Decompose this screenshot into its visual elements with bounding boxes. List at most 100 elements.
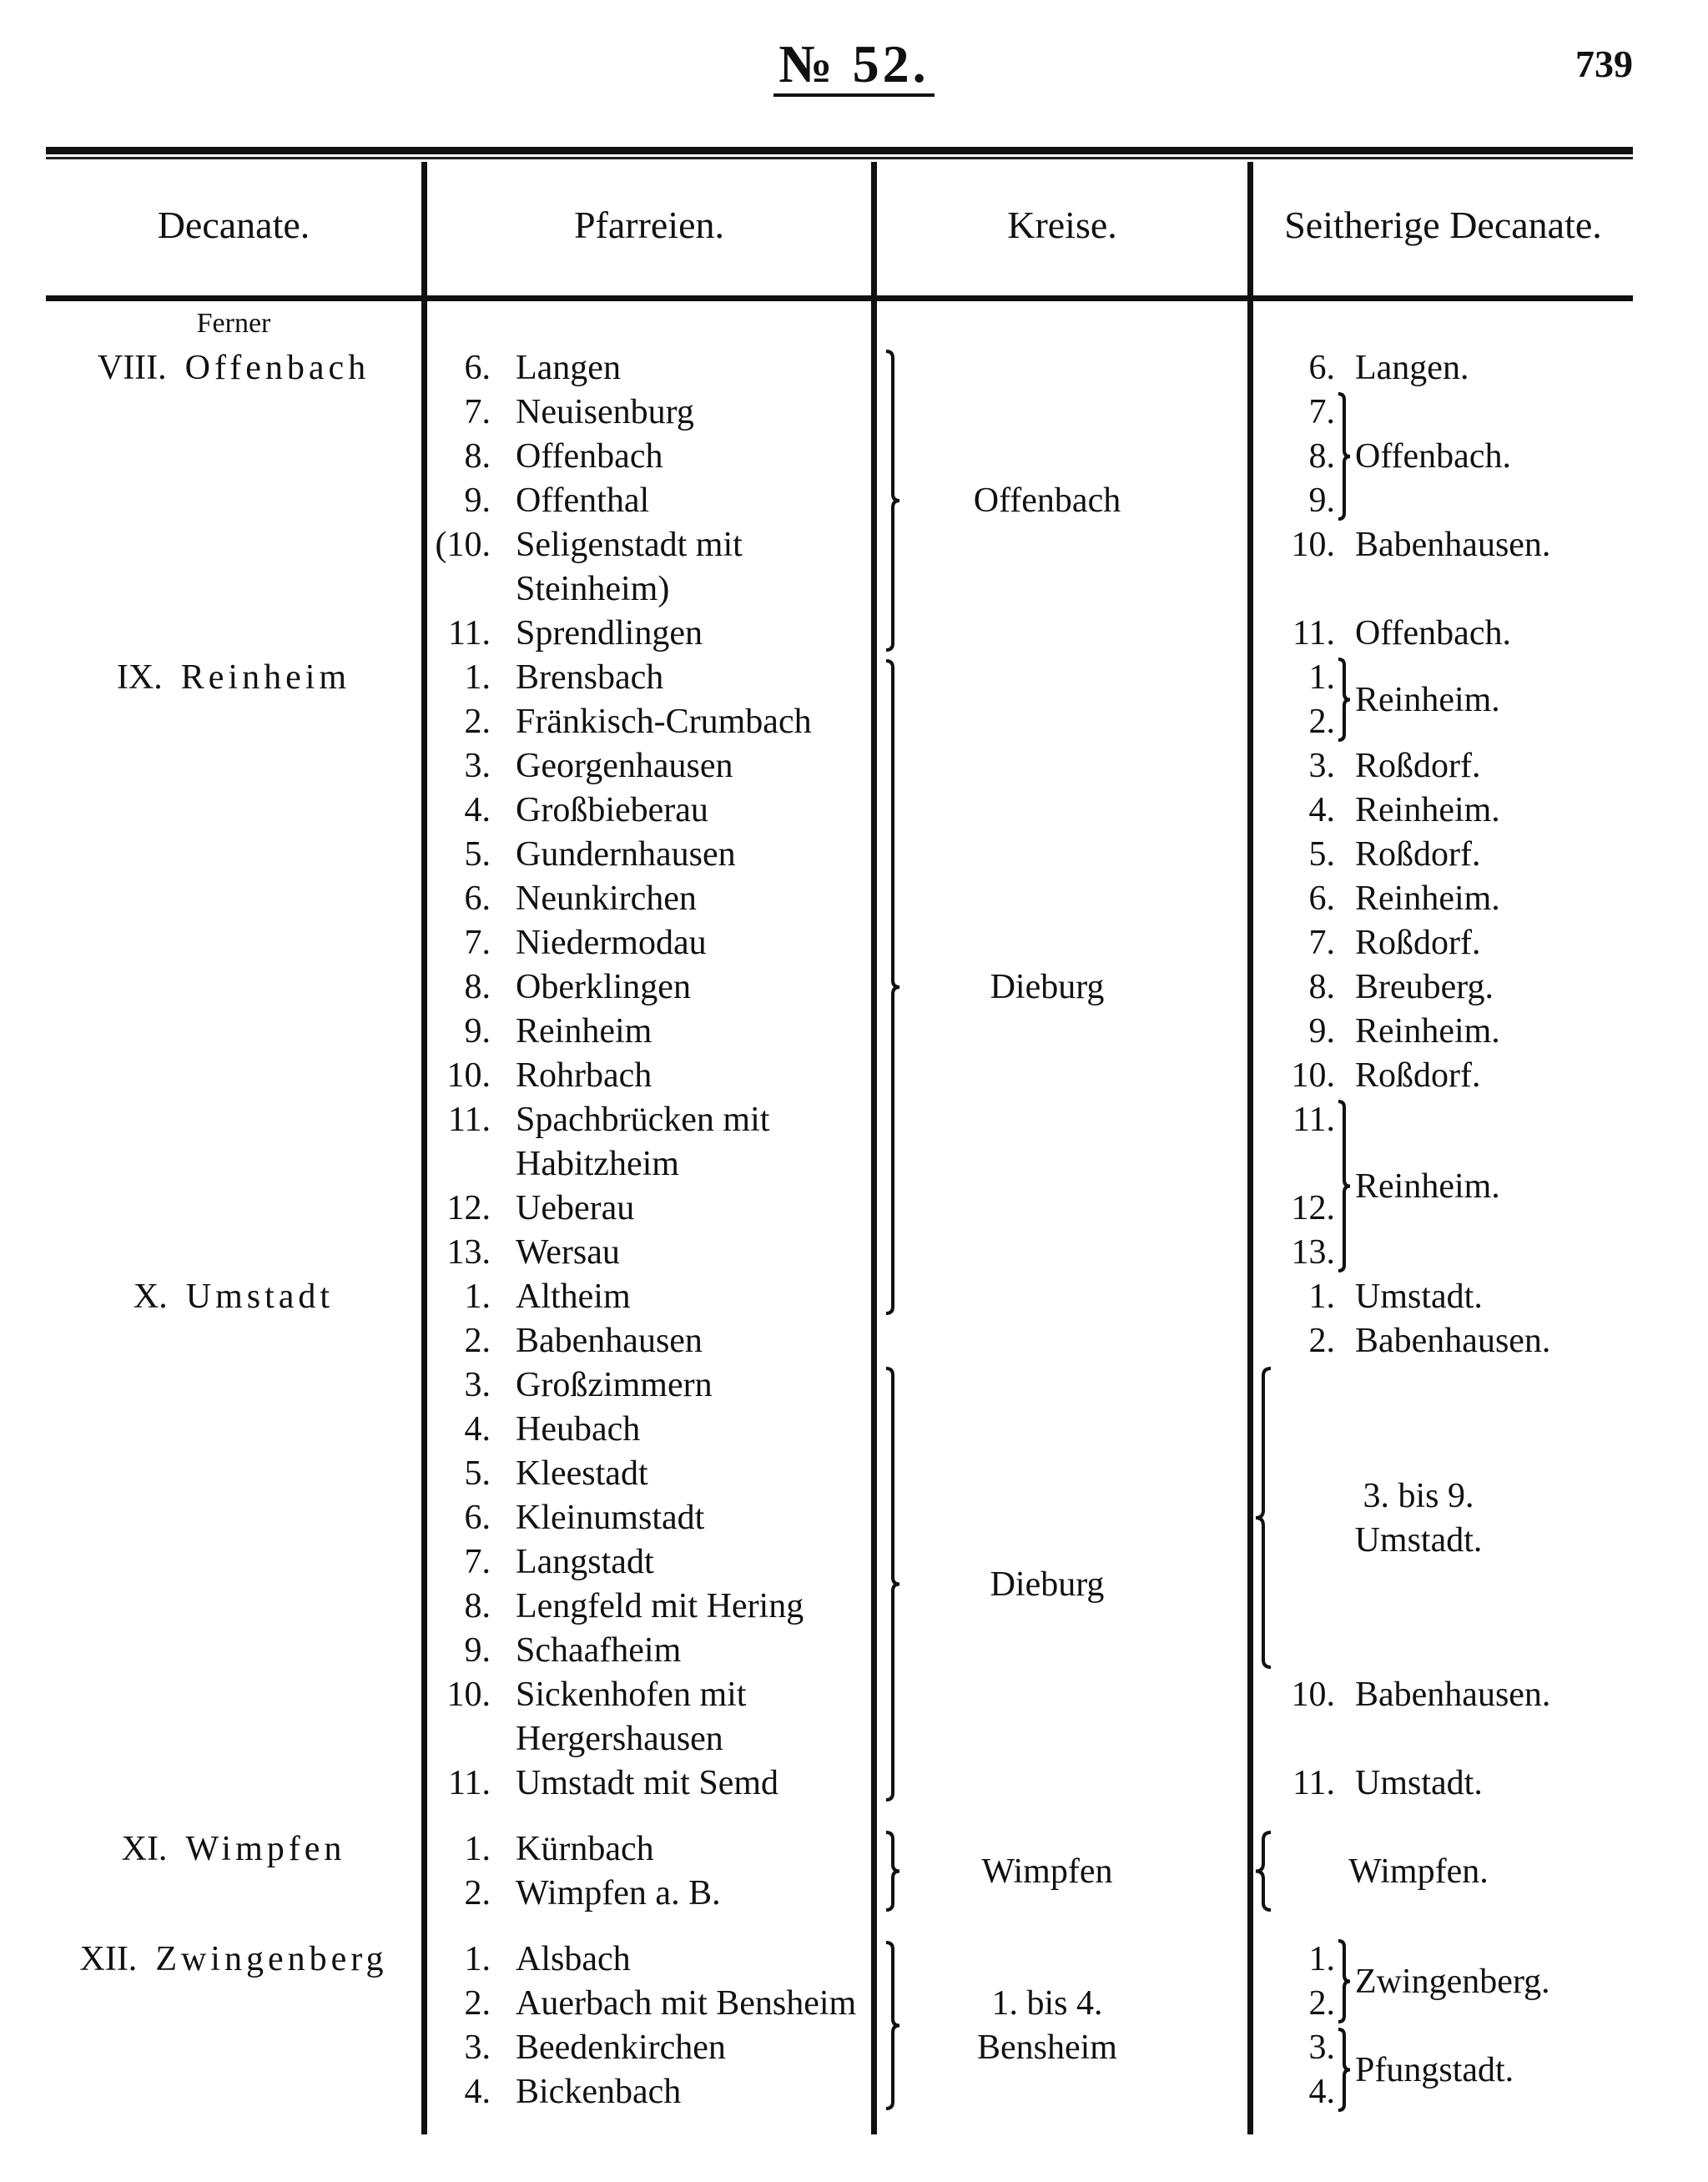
former-decanate: Reinheim. <box>1355 879 1500 918</box>
decanate-label: VIII. Offenbach <box>46 346 421 391</box>
kreis-name: Wimpfen <box>981 1852 1113 1891</box>
decanate-numeral: IX. <box>116 658 163 697</box>
parish-name: Reinheim <box>516 1012 652 1051</box>
column-header-decanate: Decanate. <box>157 204 310 246</box>
parish-name: Beedenkirchen <box>516 2028 726 2067</box>
former-decanate: Pfungstadt. <box>1355 2050 1514 2089</box>
former-number: 3. <box>1308 2028 1336 2067</box>
parish-name: Sprendlingen <box>516 614 703 653</box>
parish-name: Spachbrücken mit <box>516 1101 770 1139</box>
parish-name: Hergershausen <box>516 1720 723 1758</box>
parish-name: Offenbach <box>516 437 663 476</box>
former-decanate: Babenhausen. <box>1355 1322 1551 1360</box>
former-decanate: Roßdorf. <box>1355 747 1481 785</box>
parish-name: Babenhausen <box>516 1322 703 1360</box>
document-number-text: № 52. <box>773 34 935 97</box>
parish-name: Heubach <box>516 1410 641 1449</box>
parish-number: 3. <box>464 2028 491 2067</box>
parish-name: Langen <box>516 349 621 387</box>
former-range-brace <box>1255 1831 1272 1912</box>
former-number: 11. <box>1292 1101 1335 1139</box>
decanate-prefix: Ferner <box>196 308 271 339</box>
parish-name: Neuisenburg <box>516 393 694 431</box>
decanate-name: Reinheim <box>180 658 351 697</box>
former-number: 2. <box>1308 1322 1336 1360</box>
parish-number: 6. <box>464 349 491 387</box>
parish-number: 3. <box>464 747 491 785</box>
parish-number: 6. <box>464 1499 491 1537</box>
column-header-kreise: Kreise. <box>1007 204 1117 246</box>
former-number: 1. <box>1308 1277 1336 1316</box>
parish-name: Kleestadt <box>516 1454 648 1493</box>
former-group-brace <box>1338 1100 1351 1272</box>
parish-name: Langstadt <box>516 1543 654 1581</box>
former-decanate: Wimpfen. <box>1348 1852 1489 1891</box>
parish-name: Neunkirchen <box>516 879 697 918</box>
former-group-brace <box>1338 1939 1351 2023</box>
parish-number: 1. <box>464 1830 491 1868</box>
former-decanate: Zwingenberg. <box>1355 1962 1550 2001</box>
parish-number: 7. <box>464 924 491 962</box>
parish-number: 7. <box>464 1543 491 1581</box>
parish-number: 4. <box>464 791 491 829</box>
former-number: 4. <box>1308 791 1336 829</box>
parish-name: Großzimmern <box>516 1366 713 1404</box>
parish-name: Brensbach <box>516 658 664 697</box>
parish-name: Georgenhausen <box>516 747 733 785</box>
former-group-brace <box>1338 2028 1351 2112</box>
parish-name: Ueberau <box>516 1189 635 1227</box>
former-number: 8. <box>1308 968 1336 1006</box>
decanate-numeral: XII. <box>79 1940 138 1978</box>
parish-number: 11. <box>448 614 491 653</box>
parish-number: 5. <box>464 835 491 874</box>
decanate-numeral: XI. <box>121 1830 168 1868</box>
parish-name: Steinheim) <box>516 570 670 608</box>
former-number: 11. <box>1292 614 1335 653</box>
decanate-label: XI. Wimpfen <box>46 1827 421 1872</box>
column-divider <box>1247 162 1253 2134</box>
decanate-label: X. Umstadt <box>46 1275 421 1319</box>
former-decanate: Reinheim. <box>1355 791 1500 829</box>
kreis-brace <box>885 659 900 1315</box>
kreis-name: Offenbach <box>973 481 1121 520</box>
parish-name: Umstadt mit Semd <box>516 1764 778 1802</box>
decanate-numeral: VIII. <box>97 349 167 387</box>
parish-name: Fränkisch-Crumbach <box>516 703 812 741</box>
parish-number: 11. <box>448 1764 491 1802</box>
parish-number: 9. <box>464 481 491 520</box>
parish-name: Schaafheim <box>516 1631 682 1670</box>
decanate-numeral: X. <box>133 1277 168 1316</box>
parish-number: 2. <box>464 1322 491 1360</box>
former-decanate: Langen. <box>1355 349 1469 387</box>
parish-number: 9. <box>464 1012 491 1051</box>
former-number: 10. <box>1291 1676 1336 1714</box>
former-range-brace <box>1255 1367 1272 1669</box>
former-number: 9. <box>1308 1012 1336 1051</box>
decanate-name: Wimpfen <box>185 1830 346 1868</box>
former-number: 6. <box>1308 879 1336 918</box>
former-decanate: Babenhausen. <box>1355 1676 1551 1714</box>
former-decanate: Breuberg. <box>1355 968 1494 1006</box>
parish-name: Kleinumstadt <box>516 1499 705 1537</box>
parish-name: Wimpfen a. B. <box>516 1874 721 1912</box>
former-number: 7. <box>1308 393 1336 431</box>
parish-name: Rohrbach <box>516 1056 652 1095</box>
parish-number: 1. <box>464 658 491 697</box>
parish-number: 7. <box>464 393 491 431</box>
column-header-pfarreien: Pfarreien. <box>573 204 725 246</box>
parish-number: 8. <box>464 437 491 476</box>
former-group-brace <box>1338 658 1351 742</box>
kreis-name: Dieburg <box>990 1565 1105 1604</box>
document-number: № 52. <box>0 33 1708 97</box>
kreis-brace <box>885 350 900 652</box>
former-number: 13. <box>1291 1233 1336 1272</box>
decanate-label: IX. Reinheim <box>46 656 421 700</box>
former-decanate: 3. bis 9. <box>1363 1476 1474 1515</box>
parish-number: 2. <box>464 1874 491 1912</box>
decanate-label: XII. Zwingenberg <box>46 1938 421 1982</box>
former-number: 11. <box>1292 1764 1335 1802</box>
former-number: 10. <box>1291 1056 1336 1095</box>
kreis-name: Bensheim <box>977 2028 1117 2067</box>
former-decanate: Reinheim. <box>1355 1167 1500 1206</box>
parish-name: Altheim <box>516 1277 631 1316</box>
